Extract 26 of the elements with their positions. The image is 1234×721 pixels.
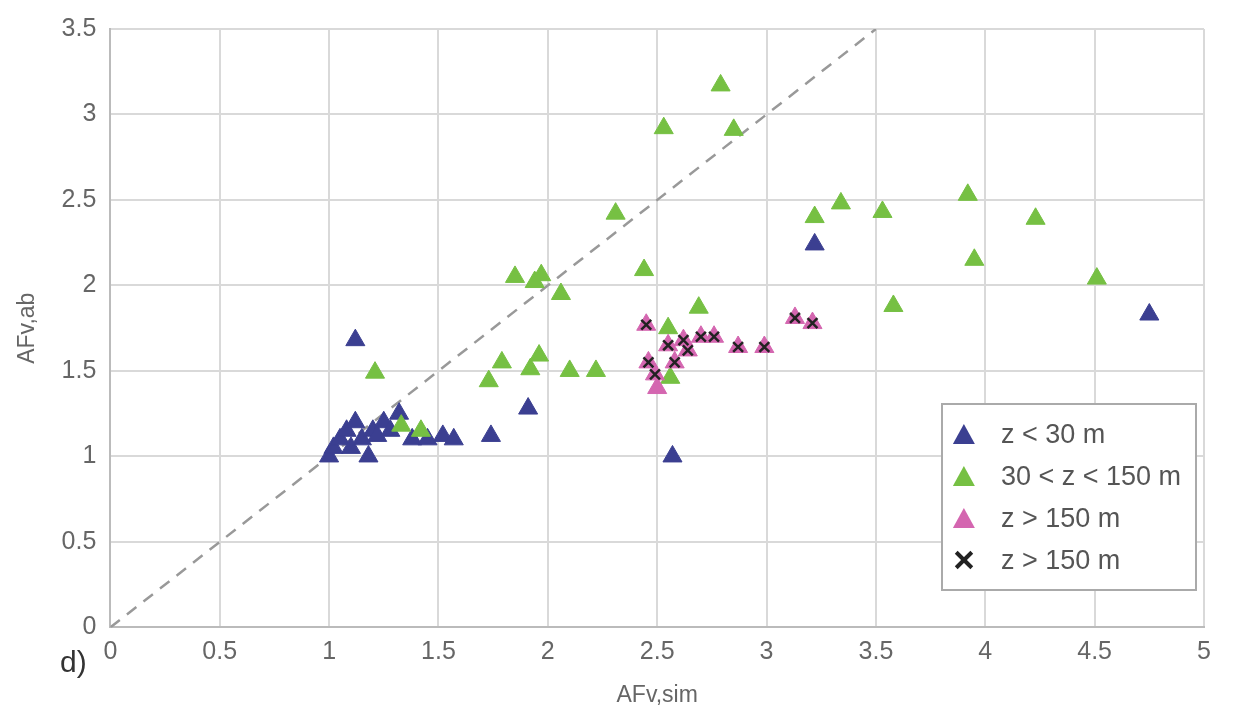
x-tick-label: 2.5 [639, 636, 675, 665]
x-tick-label: 3.5 [858, 636, 894, 665]
x-axis-title: AFv,sim [616, 680, 698, 707]
x-tick-label: 1.5 [421, 636, 456, 665]
y-tick-label: 0.5 [61, 525, 97, 554]
legend-label: z > 150 m [1000, 502, 1121, 535]
y-tick-label: 3 [82, 98, 97, 127]
y-tick-label: 1 [82, 440, 97, 469]
legend-label: 30 < z < 150 m [1000, 460, 1181, 493]
y-tick-label: 2.5 [61, 183, 97, 212]
y-axis-title: AFv,ab [13, 292, 40, 364]
x-tick-label: 4.5 [1077, 636, 1113, 665]
x-tick-label: 3 [759, 636, 774, 665]
x-tick-label: 4 [978, 636, 993, 665]
x-tick-label: 0 [103, 636, 118, 665]
x-tick-label: 5 [1197, 636, 1211, 665]
y-tick-label: 2 [82, 269, 97, 298]
y-tick-label: 1.5 [61, 354, 97, 383]
legend-label: z < 30 m [1000, 418, 1106, 451]
x-tick-label: 1 [322, 636, 337, 665]
y-tick-label: 3.5 [61, 12, 97, 41]
legend-label: z > 150 m [1000, 544, 1121, 577]
text: d) [60, 645, 87, 679]
y-tick-label: 0 [82, 611, 97, 640]
x-tick-label: 2 [540, 636, 555, 665]
x-tick-label: 0.5 [202, 636, 238, 665]
